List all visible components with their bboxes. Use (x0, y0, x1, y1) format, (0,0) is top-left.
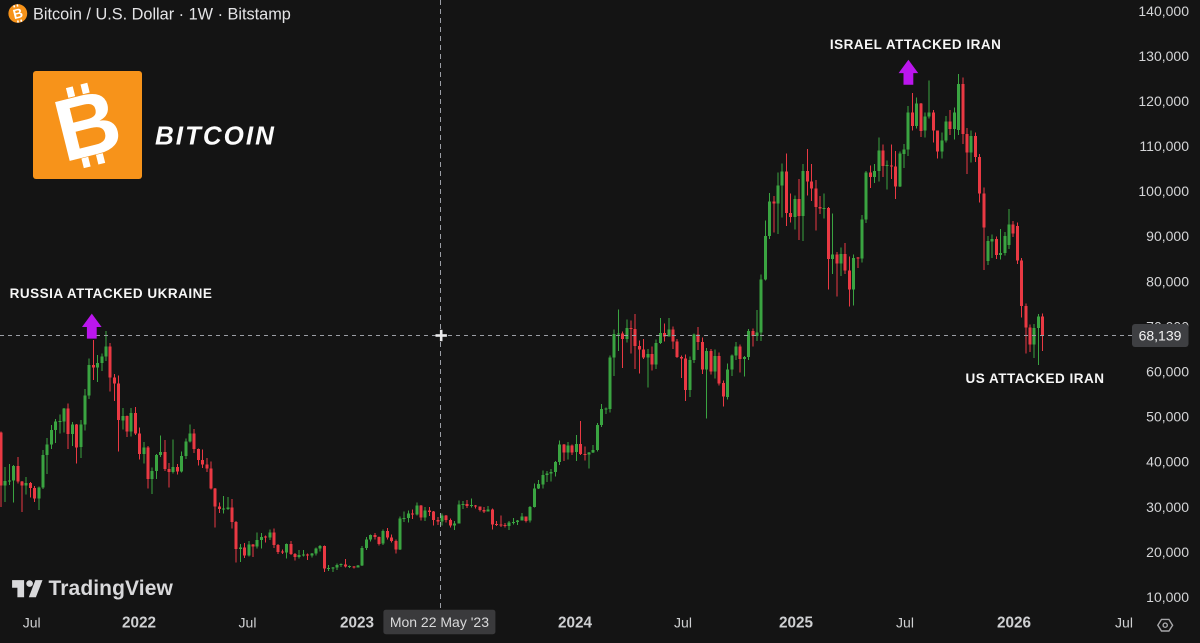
svg-text:60,000: 60,000 (1146, 364, 1189, 380)
svg-text:Jul: Jul (23, 615, 41, 631)
svg-text:2023: 2023 (340, 615, 374, 632)
svg-text:Jul: Jul (1115, 615, 1133, 631)
svg-text:2025: 2025 (779, 615, 814, 632)
svg-text:ISRAEL ATTACKED IRAN: ISRAEL ATTACKED IRAN (830, 37, 1002, 52)
svg-text:Bitcoin / U.S. Dollar · 1W · B: Bitcoin / U.S. Dollar · 1W · Bitstamp (33, 6, 291, 24)
svg-text:68,139: 68,139 (1139, 328, 1182, 344)
svg-text:10,000: 10,000 (1146, 589, 1189, 605)
svg-text:130,000: 130,000 (1138, 48, 1189, 64)
svg-text:Jul: Jul (896, 615, 914, 631)
svg-text:Jul: Jul (674, 615, 692, 631)
svg-text:Mon 22 May '23: Mon 22 May '23 (390, 614, 489, 630)
svg-text:100,000: 100,000 (1138, 183, 1189, 199)
svg-text:120,000: 120,000 (1138, 93, 1189, 109)
svg-text:30,000: 30,000 (1146, 499, 1189, 515)
svg-text:90,000: 90,000 (1146, 228, 1189, 244)
svg-text:140,000: 140,000 (1138, 3, 1189, 19)
svg-text:US ATTACKED IRAN: US ATTACKED IRAN (966, 371, 1105, 386)
svg-text:BITCOIN: BITCOIN (155, 121, 276, 151)
svg-text:40,000: 40,000 (1146, 454, 1189, 470)
svg-text:2026: 2026 (997, 615, 1031, 632)
svg-text:2022: 2022 (122, 615, 156, 632)
svg-text:2024: 2024 (558, 615, 593, 632)
svg-text:B: B (11, 5, 24, 22)
svg-text:Jul: Jul (239, 615, 257, 631)
svg-text:20,000: 20,000 (1146, 544, 1189, 560)
svg-text:50,000: 50,000 (1146, 409, 1189, 425)
svg-text:RUSSIA ATTACKED UKRAINE: RUSSIA ATTACKED UKRAINE (10, 286, 213, 301)
svg-text:TradingView: TradingView (49, 577, 174, 600)
svg-text:80,000: 80,000 (1146, 273, 1189, 289)
svg-text:110,000: 110,000 (1139, 138, 1189, 154)
